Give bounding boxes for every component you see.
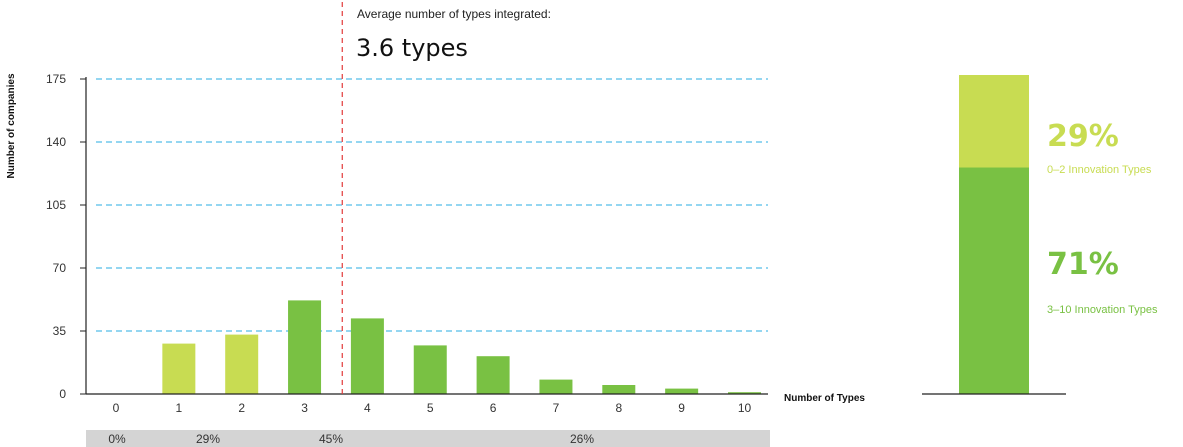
- stack-segment-dark: [959, 167, 1029, 394]
- x-tick-label: 0: [113, 401, 120, 415]
- gridlines: [96, 78, 768, 332]
- stack-percent-label: 29%: [1047, 119, 1119, 154]
- y-tick-label: 105: [46, 198, 66, 212]
- axes: [80, 77, 768, 395]
- x-tick-label: 7: [553, 401, 560, 415]
- bar-7: [539, 379, 573, 394]
- x-tick-label: 4: [364, 401, 371, 415]
- x-tick-label: 1: [176, 401, 183, 415]
- stack-percent-label: 71%: [1047, 247, 1119, 282]
- bar-8: [602, 385, 636, 394]
- x-tick-label: 9: [678, 401, 685, 415]
- bar-10: [728, 392, 761, 394]
- x-axis-title: Number of Types: [784, 393, 865, 404]
- tick-labels: 0 35 70 105 140 175 0 1 2 3 4 5 6 7 8 9 10: [46, 72, 752, 415]
- x-tick-label: 2: [238, 401, 245, 415]
- stack-segment-label: 3–10 Innovation Types: [1047, 304, 1158, 316]
- bar-9: [665, 388, 699, 394]
- x-tick-label: 3: [301, 401, 308, 415]
- average-marker: Average number of types integrated: 3.6 …: [341, 2, 551, 394]
- stacked-summary: 71% 3–10 Innovation Types 29% 0–2 Innovatio…: [922, 75, 1158, 395]
- y-tick-label: 70: [53, 261, 67, 275]
- percentage-band: 0% 29% 45% 26%: [86, 430, 770, 447]
- average-label: Average number of types integrated:: [357, 7, 551, 21]
- stack-segment-label: 0–2 Innovation Types: [1047, 164, 1152, 176]
- bar-1: [162, 343, 196, 394]
- band-text: 26%: [570, 432, 594, 446]
- y-tick-label: 175: [46, 72, 66, 86]
- band-background: [86, 430, 770, 447]
- bar-4: [350, 318, 384, 394]
- y-tick-label: 35: [53, 324, 67, 338]
- y-tick-label: 140: [46, 135, 66, 149]
- x-tick-label: 6: [490, 401, 497, 415]
- stack-segment-light: [959, 75, 1029, 168]
- x-tick-label: 5: [427, 401, 434, 415]
- bar-5: [413, 345, 447, 394]
- bars: [162, 300, 761, 394]
- y-tick-label: 0: [59, 387, 66, 401]
- band-text: 0%: [108, 432, 126, 446]
- x-tick-label: 8: [615, 401, 622, 415]
- band-text: 29%: [196, 432, 220, 446]
- bar-2: [225, 334, 259, 394]
- x-tick-label: 10: [738, 401, 752, 415]
- y-axis-title: Number of companies: [6, 73, 17, 178]
- bar-3: [288, 300, 322, 394]
- bar-6: [476, 356, 510, 394]
- band-text: 45%: [319, 432, 343, 446]
- average-value: 3.6 types: [356, 34, 468, 62]
